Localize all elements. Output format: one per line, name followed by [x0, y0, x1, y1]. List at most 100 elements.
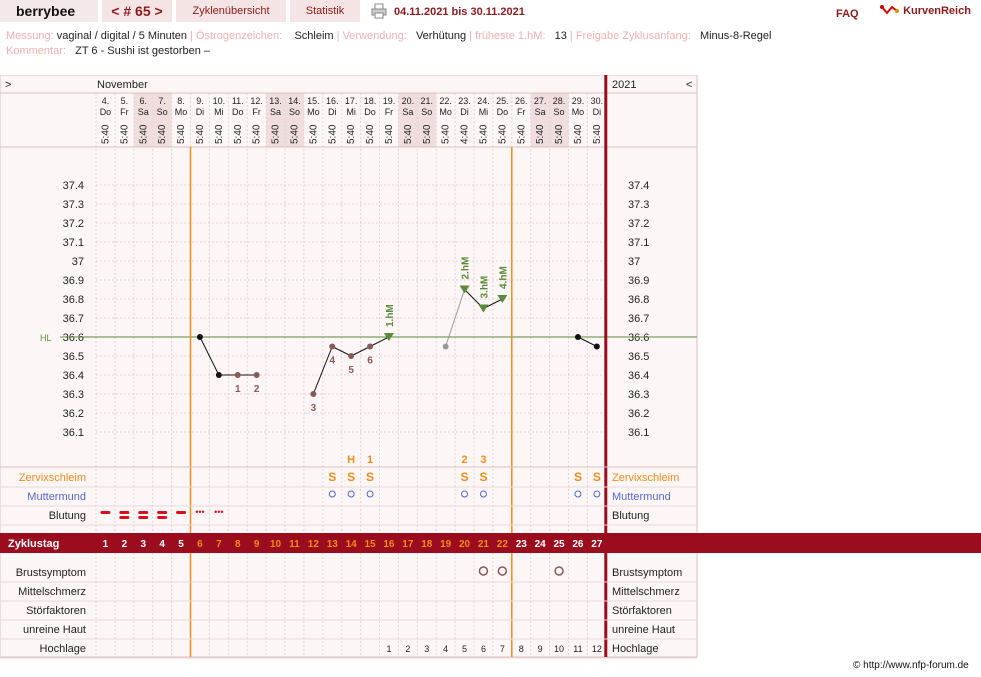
weekday-label: Do: [232, 107, 244, 117]
time-label: 5:40: [592, 124, 603, 144]
printer-icon[interactable]: [371, 3, 387, 19]
temp-point: [310, 391, 317, 397]
cycle-day-number: 6: [197, 539, 203, 550]
hochlage-number: 8: [519, 644, 524, 654]
time-label: 5:40: [573, 124, 584, 144]
cycle-day-number: 5: [178, 539, 184, 550]
zervix-mark: S: [328, 470, 336, 484]
date-label: 29.: [572, 96, 585, 106]
date-label: 26.: [515, 96, 528, 106]
faq-link[interactable]: FAQ: [836, 8, 859, 20]
muttermund-symbol: [461, 490, 469, 498]
time-label: 5:40: [176, 124, 187, 144]
temp-point: [253, 372, 260, 378]
weekday-label: Di: [328, 107, 337, 117]
hochlage-number: 3: [424, 644, 429, 654]
date-label: 17.: [345, 96, 358, 106]
y-tick-right: 36.8: [628, 294, 649, 306]
y-tick-right: 37.3: [628, 199, 649, 211]
temp-point: [329, 343, 336, 350]
time-label: 5:40: [271, 124, 282, 144]
temp-point: [593, 343, 600, 350]
weekday-label: Do: [497, 107, 509, 117]
cycle-day-number: 9: [254, 539, 260, 550]
y-tick-left: 37.1: [63, 237, 84, 249]
date-label: 23.: [458, 96, 471, 106]
oestrogen-value: Schleim: [294, 30, 334, 42]
temp-point: [574, 334, 581, 340]
time-label: 5:40: [516, 124, 527, 144]
date-label: 11.: [232, 96, 244, 106]
nav-prev[interactable]: >: [5, 79, 11, 91]
y-tick-left: 36.2: [63, 408, 84, 420]
messung-label: Messung:: [6, 30, 54, 42]
temp-count-label: 2: [254, 384, 260, 395]
hm-value: 13: [554, 30, 567, 42]
time-label: 5:40: [289, 124, 300, 144]
row-label-muttermund: Muttermund: [27, 491, 86, 503]
weekday-label: Mo: [307, 107, 320, 117]
y-tick-left: 36.8: [63, 294, 84, 306]
temp-point: [196, 334, 203, 340]
date-label: 20.: [402, 96, 415, 106]
tab-statistik[interactable]: Statistik: [290, 0, 360, 22]
weekday-label: Fr: [385, 107, 394, 117]
time-label: 5:40: [195, 124, 206, 144]
row-label-blutung: Blutung: [49, 510, 86, 522]
cycle-day-number: 23: [516, 539, 528, 550]
weekday-label: Mi: [346, 107, 356, 117]
temp-count-label: 3: [311, 403, 317, 414]
muttermund-symbol: [593, 490, 601, 498]
date-label: 9.: [196, 96, 204, 106]
date-label: 12.: [250, 96, 263, 106]
y-tick-right: 37.4: [628, 180, 649, 192]
bleeding-mark: [100, 511, 111, 514]
row-label-right-muttermund: Muttermund: [612, 491, 671, 503]
weekday-label: Di: [593, 107, 602, 117]
cycle-day-number: 3: [140, 539, 146, 550]
cycle-day-number: 26: [572, 539, 584, 550]
date-label: 28.: [553, 96, 566, 106]
zyklustag-label: Zyklustag: [8, 538, 59, 550]
cycle-nav-link[interactable]: < # 65 >: [111, 3, 163, 19]
temp-segment: [199, 336, 220, 376]
hochlage-number: 12: [592, 644, 602, 654]
time-label: 5:40: [478, 124, 489, 144]
temp-segment: [445, 289, 466, 347]
weekend-shade: [285, 93, 304, 147]
time-label: 5:40: [327, 124, 338, 144]
spotting-mark: •••: [195, 507, 204, 517]
nav-next[interactable]: <: [686, 79, 692, 91]
cycle-day-number: 14: [346, 539, 358, 550]
temp-segment: [577, 336, 598, 347]
date-label: 4.: [102, 96, 110, 106]
weekday-label: Mo: [175, 107, 188, 117]
temp-point-hm: [459, 285, 470, 294]
row-label-mittel: Mittelschmerz: [18, 586, 86, 598]
weekday-label: Do: [364, 107, 376, 117]
kurvenreich-label: KurvenReich: [903, 4, 971, 17]
muttermund-symbol: [574, 490, 582, 498]
y-tick-left: 36.4: [63, 370, 84, 382]
cycle-chart: > November 2021 <4.Do5:405.Fr5:406.Sa5:407.…: [0, 75, 981, 659]
y-tick-right: 37: [628, 256, 640, 268]
time-label: 5:40: [233, 124, 244, 144]
date-label: 8.: [177, 96, 185, 106]
time-label: 5:40: [497, 124, 508, 144]
username: berrybee: [0, 0, 98, 22]
temp-point: [348, 353, 355, 359]
date-label: 19.: [383, 96, 396, 106]
y-tick-left: 36.7: [63, 313, 84, 325]
temp-point: [234, 372, 241, 378]
month-label: November: [97, 79, 148, 91]
hm-label: 2.hM: [461, 257, 472, 280]
kurvenreich-link[interactable]: KurvenReich: [880, 3, 971, 19]
row-label-right-brust: Brustsymptom: [612, 567, 682, 579]
muttermund-symbol: [347, 490, 355, 498]
zervix-mark: S: [461, 470, 469, 484]
hm-label: 1.hM: [385, 304, 396, 327]
tab-zyklenuebersicht[interactable]: Zyklenübersicht: [176, 0, 286, 22]
zyklustag-band-ext: [697, 533, 981, 553]
cycle-navigation[interactable]: < # 65 >: [102, 0, 172, 22]
weekday-label: Di: [196, 107, 205, 117]
